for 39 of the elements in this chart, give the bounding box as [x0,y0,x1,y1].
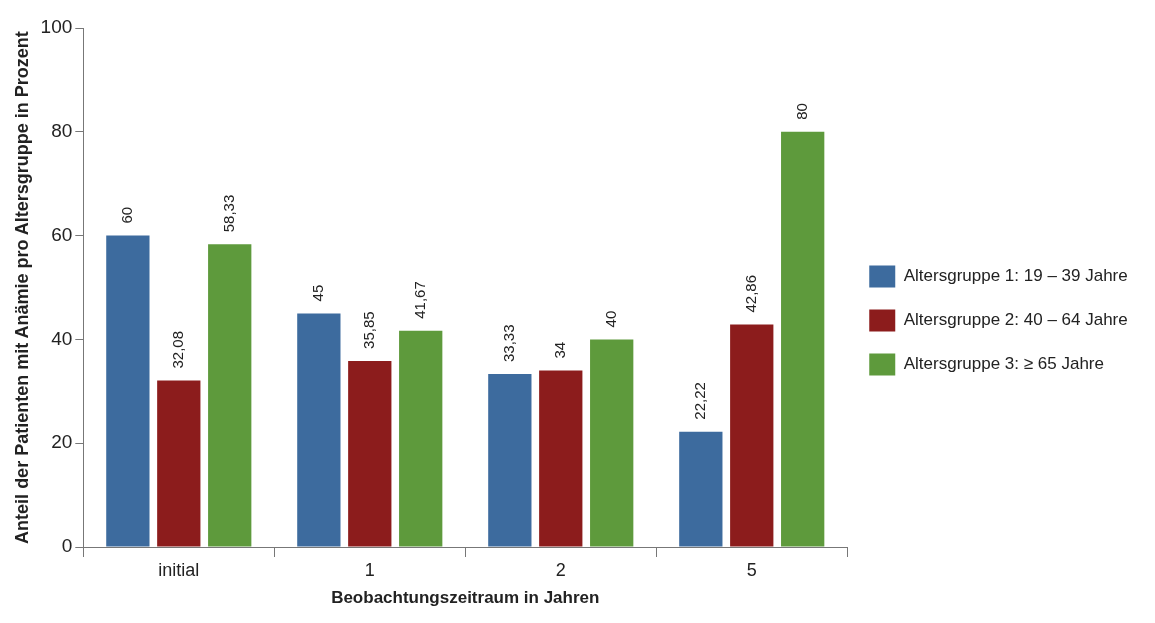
bar [157,380,201,547]
bar [106,235,150,547]
data-label: 45 [308,284,326,302]
bar [208,244,252,547]
data-label: 32,08 [168,330,186,369]
bar [348,360,392,547]
bar [539,370,583,547]
y-tick-label: 80 [51,120,73,142]
bar [679,431,723,547]
x-tick-label: 5 [746,559,757,580]
bar [488,374,532,547]
data-label: 58,33 [219,194,237,233]
x-tick-label: 2 [555,559,566,580]
data-label: 35,85 [359,311,377,349]
data-label: 33,33 [499,324,517,363]
data-label: 60 [118,206,136,224]
bar [730,324,774,547]
data-label: 34 [550,341,568,359]
y-tick-label: 100 [40,16,73,38]
x-tick-label: 1 [364,559,375,580]
bar [590,339,634,547]
y-tick-label: 60 [51,223,73,245]
data-label: 41,67 [410,281,428,319]
y-axis-title: Anteil der Patienten mit Anämie pro Altersgruppe in Prozent [11,31,32,544]
x-tick-label: initial [158,559,200,580]
x-axis-title: Beobachtungszeitraum in Jahren [331,588,600,608]
y-tick-label: 20 [51,431,73,453]
legend-label: Altersgruppe 3: ≥ 65 Jahre [903,354,1104,374]
bar [297,313,341,547]
bar [399,330,443,547]
data-label: 40 [601,310,619,328]
data-label: 80 [792,103,810,120]
legend-label: Altersgruppe 2: 40 – 64 Jahre [903,310,1128,330]
legend-label: Altersgruppe 1: 19 – 39 Jahre [903,266,1128,286]
data-label: 42,86 [741,275,759,313]
y-tick-label: 0 [61,535,73,557]
y-tick-label: 40 [51,327,73,349]
bar [781,131,825,547]
data-label: 22,22 [690,382,708,420]
